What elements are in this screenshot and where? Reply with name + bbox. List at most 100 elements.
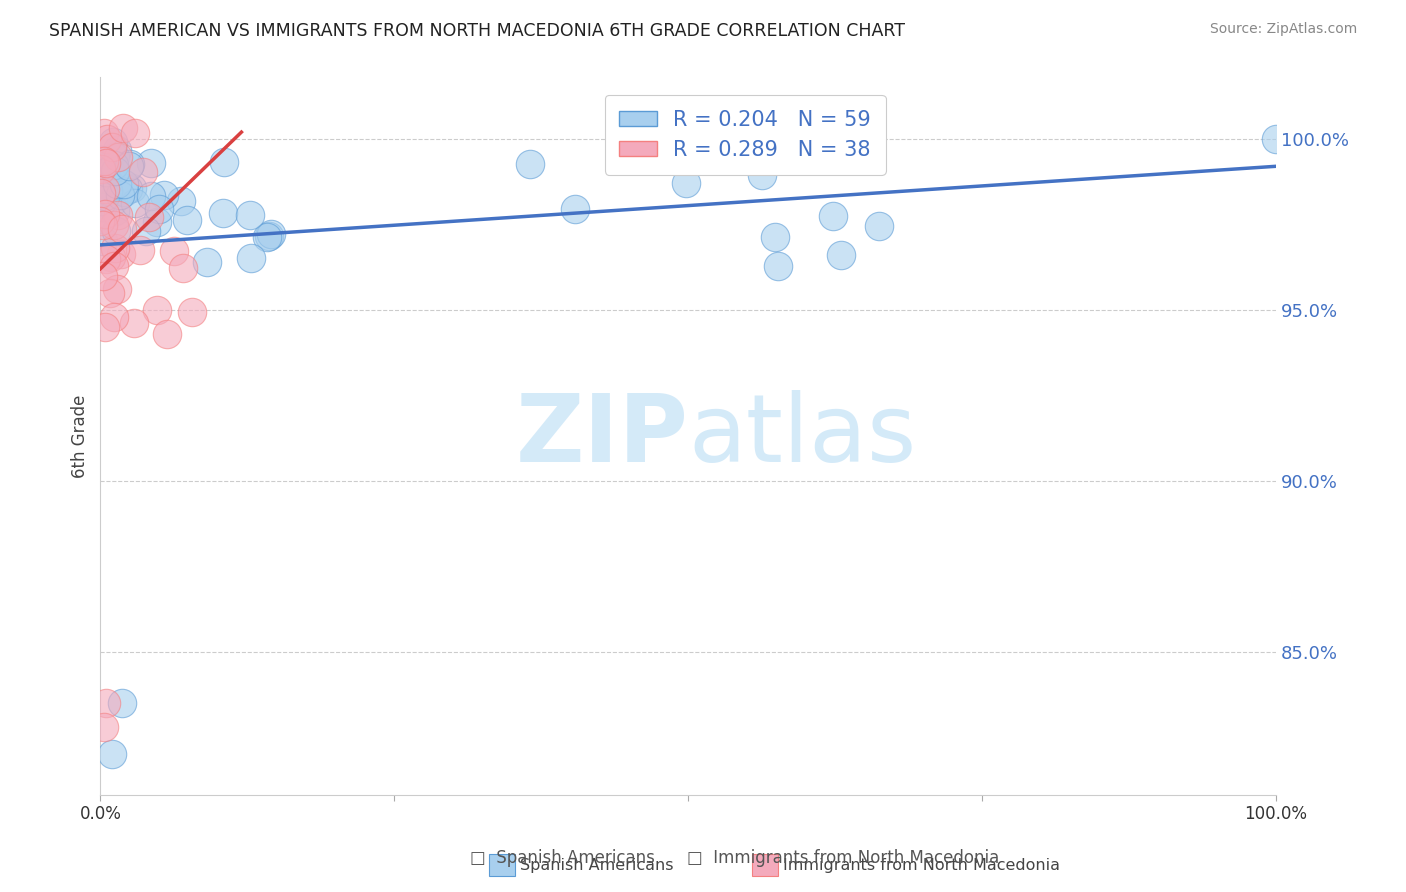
Text: SPANISH AMERICAN VS IMMIGRANTS FROM NORTH MACEDONIA 6TH GRADE CORRELATION CHART: SPANISH AMERICAN VS IMMIGRANTS FROM NORT… bbox=[49, 22, 905, 40]
Point bbox=[105, 224, 128, 238]
Point bbox=[104, 204, 127, 219]
Point bbox=[101, 747, 124, 761]
Point bbox=[121, 181, 143, 195]
Point bbox=[170, 194, 193, 209]
Point bbox=[129, 243, 152, 257]
Point bbox=[156, 326, 179, 341]
Point bbox=[108, 188, 131, 202]
Point bbox=[124, 316, 146, 330]
Point bbox=[90, 200, 112, 214]
Point bbox=[146, 303, 169, 318]
Text: ZIP: ZIP bbox=[515, 391, 688, 483]
Point bbox=[763, 230, 786, 244]
Point bbox=[93, 235, 115, 249]
Point bbox=[105, 143, 128, 157]
Point bbox=[868, 219, 890, 233]
Point bbox=[152, 187, 174, 202]
Point bbox=[104, 241, 127, 255]
Point bbox=[135, 224, 157, 238]
Y-axis label: 6th Grade: 6th Grade bbox=[72, 394, 89, 478]
Point bbox=[103, 158, 125, 172]
Point bbox=[90, 194, 112, 208]
Point bbox=[564, 202, 586, 216]
Point bbox=[1265, 132, 1288, 146]
Point bbox=[101, 140, 124, 154]
Point bbox=[139, 189, 162, 203]
Point bbox=[93, 154, 115, 169]
Point bbox=[260, 227, 283, 241]
Text: atlas: atlas bbox=[688, 391, 917, 483]
Point bbox=[131, 165, 153, 179]
Point bbox=[91, 218, 114, 232]
Point bbox=[103, 310, 125, 324]
Point bbox=[675, 177, 697, 191]
Point bbox=[101, 194, 124, 208]
Point bbox=[107, 149, 129, 163]
Point bbox=[112, 185, 135, 199]
Text: Source: ZipAtlas.com: Source: ZipAtlas.com bbox=[1209, 22, 1357, 37]
Point bbox=[118, 157, 141, 171]
Point bbox=[138, 211, 160, 225]
Point bbox=[146, 215, 169, 229]
Point bbox=[821, 209, 844, 223]
Point bbox=[176, 213, 198, 227]
Point bbox=[105, 178, 128, 192]
Point bbox=[103, 259, 125, 273]
FancyBboxPatch shape bbox=[489, 854, 515, 876]
Point bbox=[107, 208, 129, 222]
Point bbox=[117, 159, 139, 173]
Point bbox=[257, 229, 280, 244]
Point bbox=[110, 247, 132, 261]
Point bbox=[94, 319, 117, 334]
Point bbox=[94, 156, 117, 170]
Point bbox=[90, 161, 112, 176]
Point bbox=[100, 251, 122, 265]
Point bbox=[104, 150, 127, 164]
Text: Immigrants from North Macedonia: Immigrants from North Macedonia bbox=[783, 858, 1060, 872]
Point bbox=[148, 202, 170, 217]
Legend: R = 0.204   N = 59, R = 0.289   N = 38: R = 0.204 N = 59, R = 0.289 N = 38 bbox=[605, 95, 886, 175]
Point bbox=[90, 153, 112, 168]
Point bbox=[141, 156, 163, 170]
Point bbox=[163, 244, 186, 258]
Point bbox=[94, 207, 117, 221]
Point bbox=[93, 126, 115, 140]
Point bbox=[96, 172, 118, 186]
Point bbox=[98, 285, 121, 300]
Point bbox=[91, 212, 114, 227]
Point bbox=[94, 165, 117, 179]
Text: □  Spanish Americans: □ Spanish Americans bbox=[470, 849, 655, 867]
Point bbox=[830, 248, 852, 262]
Point bbox=[112, 120, 135, 135]
Point bbox=[96, 184, 118, 198]
Point bbox=[96, 132, 118, 146]
Point bbox=[94, 189, 117, 203]
Point bbox=[519, 157, 541, 171]
Point bbox=[96, 696, 118, 710]
Point bbox=[181, 304, 204, 318]
Point bbox=[91, 268, 114, 283]
Point bbox=[766, 259, 789, 273]
Point bbox=[89, 213, 111, 227]
Point bbox=[100, 162, 122, 177]
Text: □  Immigrants from North Macedonia: □ Immigrants from North Macedonia bbox=[688, 849, 1000, 867]
Point bbox=[211, 206, 233, 220]
Point bbox=[112, 177, 135, 191]
Point bbox=[104, 164, 127, 178]
Point bbox=[111, 222, 134, 236]
Text: Spanish Americans: Spanish Americans bbox=[520, 858, 673, 872]
Point bbox=[90, 186, 112, 200]
Point bbox=[212, 154, 235, 169]
Point bbox=[256, 230, 278, 244]
Point bbox=[751, 168, 773, 182]
Point bbox=[101, 136, 124, 150]
Point bbox=[239, 251, 262, 265]
Point bbox=[124, 195, 146, 210]
Point bbox=[110, 696, 132, 710]
Point bbox=[117, 182, 139, 196]
Point bbox=[94, 252, 117, 266]
Point bbox=[105, 282, 128, 296]
Point bbox=[93, 182, 115, 196]
Point bbox=[103, 218, 125, 232]
Point bbox=[195, 255, 218, 269]
